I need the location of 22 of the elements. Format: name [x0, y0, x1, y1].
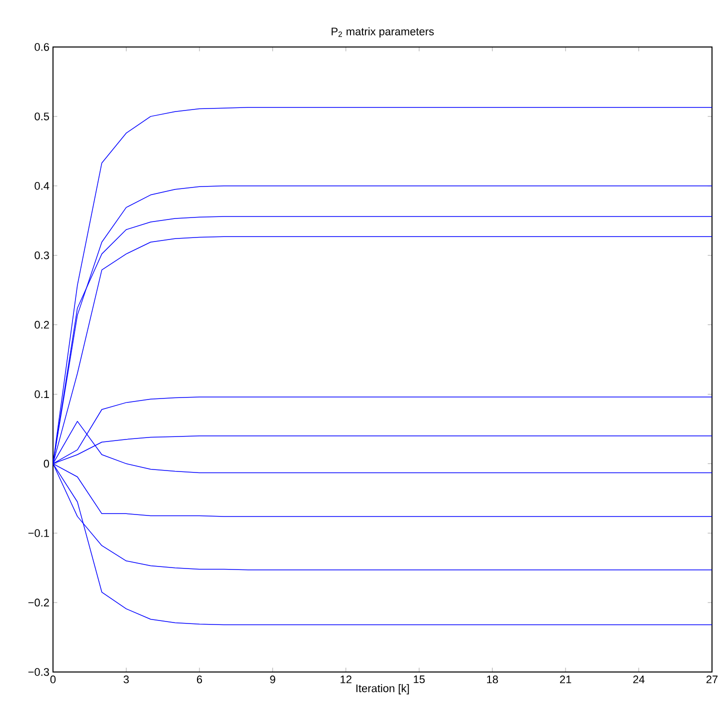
x-tick-label: 12 [340, 676, 352, 684]
x-tick-label: 6 [196, 676, 202, 684]
y-tick-label: 0 [44, 460, 50, 468]
x-tick-label: 9 [270, 676, 276, 684]
y-tick-label: 0.2 [34, 320, 49, 329]
y-tick-label: 0.5 [34, 112, 50, 120]
x-tick-label: 21 [560, 676, 572, 684]
chart-title: P$_{2}$ matrix parameters [332, 27, 434, 38]
x-tick-label: 3 [124, 676, 129, 684]
x-tick-label: 18 [487, 676, 498, 684]
y-tick-label: 0.1 [34, 390, 49, 398]
x-tick-label: 0 [50, 676, 56, 684]
y-tick-label: −0.1 [28, 529, 49, 537]
y-tick-label: 0.6 [34, 43, 49, 51]
x-tick-label: 27 [706, 676, 718, 684]
y-tick-label: 0.3 [34, 251, 49, 260]
x-tick-label: 15 [414, 676, 425, 684]
x-tick-label: 24 [633, 676, 645, 684]
y-tick-label: −0.2 [28, 598, 49, 606]
y-tick-label: 0.4 [34, 182, 50, 190]
x-axis-title: Iteration [k] [356, 684, 409, 694]
y-tick-label: −0.3 [28, 668, 49, 676]
